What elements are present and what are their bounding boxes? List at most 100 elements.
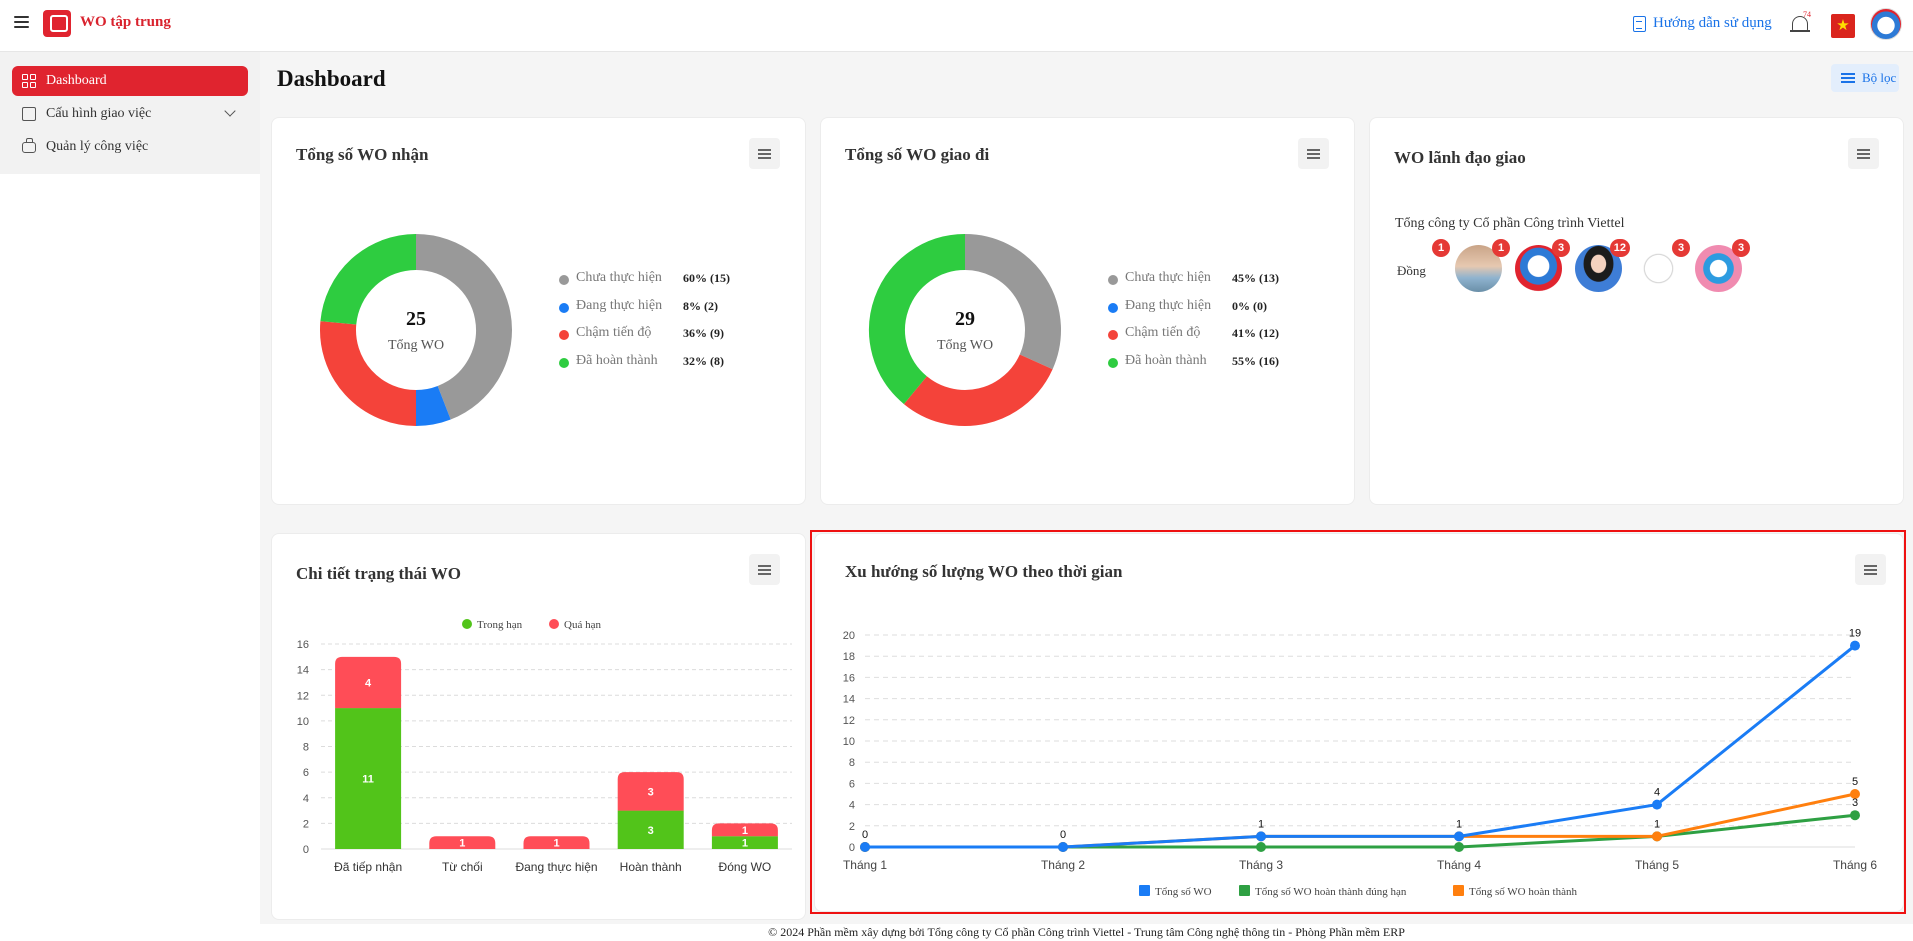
bar-segment[interactable] — [617, 810, 684, 849]
donut-total: 25 — [406, 308, 426, 330]
donut-slice[interactable] — [320, 321, 417, 426]
bar-segment[interactable] — [617, 772, 684, 811]
legend-label: Chưa thực hiện — [1125, 270, 1211, 285]
donut-slice[interactable] — [869, 234, 966, 405]
data-point[interactable] — [1652, 831, 1662, 842]
donut-total-label: Tổng WO — [937, 338, 993, 353]
vietnam-flag-icon[interactable]: ★ — [1831, 14, 1855, 38]
sidebar-item-work-management[interactable]: Quản lý công việc — [12, 132, 248, 162]
data-point[interactable] — [1850, 810, 1860, 821]
bar-data-label: 1 — [553, 838, 559, 850]
user-guide-link[interactable]: Hướng dẫn sử dụng — [1633, 15, 1772, 32]
page-title: Dashboard — [277, 66, 386, 91]
card-title: Tổng số WO giao đi — [845, 145, 990, 164]
series-data-label: 0 — [862, 829, 868, 841]
x-tick-label: Tháng 3 — [1239, 858, 1283, 872]
menu-icon[interactable] — [14, 16, 29, 28]
card-settings-button[interactable] — [749, 554, 780, 585]
series-data-label: 1 — [1654, 818, 1660, 830]
donut-slice[interactable] — [415, 385, 451, 426]
y-tick-label: 8 — [303, 742, 309, 754]
notification-bell-icon[interactable]: 74 — [1790, 10, 1811, 36]
data-point[interactable] — [1454, 842, 1464, 852]
data-point[interactable] — [1850, 640, 1860, 651]
legend-label[interactable]: Tổng số WO — [1155, 886, 1212, 898]
card-settings-button[interactable] — [1848, 138, 1879, 169]
legend-dot-icon — [559, 330, 569, 340]
legend-item[interactable]: Đã hoàn thành 32% (8) — [559, 353, 759, 373]
legend-dot-icon — [1108, 330, 1118, 340]
legend-swatch-icon — [1139, 885, 1150, 896]
data-point[interactable] — [1850, 789, 1860, 799]
donut-slice[interactable] — [415, 234, 512, 420]
data-point[interactable] — [1256, 831, 1266, 842]
data-point[interactable] — [1256, 842, 1266, 852]
leader-avatar[interactable]: 3 — [1515, 239, 1570, 292]
y-tick-label: 14 — [843, 694, 855, 706]
x-tick-label: Đang thực hiện — [515, 860, 597, 874]
legend-item[interactable]: Đã hoàn thành 55% (16) — [1108, 353, 1308, 373]
bar-segment[interactable] — [335, 708, 402, 849]
legend-item[interactable]: Đang thực hiện 8% (2) — [559, 298, 759, 318]
filter-button[interactable]: Bộ lọc — [1831, 64, 1899, 92]
legend-label[interactable]: Quá hạn — [564, 619, 601, 631]
data-point[interactable] — [1652, 799, 1662, 810]
user-guide-label: Hướng dẫn sử dụng — [1653, 15, 1772, 31]
y-tick-label: 2 — [303, 818, 309, 830]
sidebar-item-task-config[interactable]: Cấu hình giao việc — [12, 99, 248, 129]
leader-avatar[interactable]: 3 — [1695, 239, 1750, 292]
top-bar: WO tập trung Hướng dẫn sử dụng 74 ★ — [0, 0, 1913, 52]
series-data-label: 1 — [1456, 818, 1462, 830]
y-tick-label: 6 — [303, 767, 309, 779]
sidebar: Dashboard Cấu hình giao việc Quản lý côn… — [0, 52, 260, 941]
series-line[interactable] — [865, 644, 1856, 849]
series-line[interactable] — [865, 813, 1856, 849]
donut-slice[interactable] — [964, 234, 1061, 370]
legend-item[interactable]: Đang thực hiện 0% (0) — [1108, 298, 1308, 318]
bar-segment[interactable] — [335, 656, 402, 709]
legend-label[interactable]: Tổng số WO hoàn thành — [1469, 886, 1577, 898]
legend-item[interactable]: Chậm tiến độ 41% (12) — [1108, 325, 1308, 345]
status-detail-card: Chi tiết trạng thái WO 0 2 4 6 8 10 12 14 16 Tron… — [271, 533, 806, 920]
card-settings-button[interactable] — [1855, 554, 1886, 585]
bar-segment[interactable] — [711, 836, 778, 849]
received-donut-chart: 25 Tổng WO — [320, 234, 512, 426]
bar-segment[interactable] — [429, 836, 496, 849]
legend-item[interactable]: Chưa thực hiện 45% (13) — [1108, 270, 1308, 290]
legend-label: Đã hoàn thành — [1125, 352, 1207, 368]
app-logo[interactable] — [43, 10, 71, 37]
legend-dot-icon — [559, 357, 569, 368]
legend-label[interactable]: Tổng số WO hoàn thành đúng hạn — [1255, 886, 1407, 898]
y-tick-label: 16 — [843, 672, 855, 684]
leader-avatar[interactable]: 12 — [1575, 239, 1630, 292]
x-tick-label: Tháng 5 — [1635, 858, 1679, 872]
leader-avatar[interactable]: 1 — [1455, 239, 1510, 292]
leader-wo-count: 12 — [1609, 239, 1630, 257]
user-avatar[interactable] — [1870, 8, 1902, 40]
leader-avatar[interactable]: Đồng 1 — [1395, 239, 1450, 292]
y-tick-label: 14 — [297, 665, 309, 677]
y-tick-label: 10 — [843, 736, 855, 748]
filter-sliders-icon — [1857, 148, 1870, 159]
app-title[interactable]: WO tập trung — [80, 14, 171, 30]
data-point[interactable] — [1058, 842, 1068, 852]
legend-value: 60% (15) — [683, 271, 730, 285]
card-settings-button[interactable] — [1298, 138, 1329, 169]
data-point[interactable] — [1454, 831, 1464, 842]
series-data-label: 5 — [1852, 776, 1858, 788]
sidebar-item-dashboard[interactable]: Dashboard — [12, 66, 248, 96]
legend-item[interactable]: Chưa thực hiện 60% (15) — [559, 270, 759, 290]
bar-segment[interactable] — [523, 836, 590, 849]
card-settings-button[interactable] — [749, 138, 780, 169]
series-line[interactable] — [865, 792, 1856, 849]
bar-segment[interactable] — [711, 823, 778, 837]
legend-value: 55% (16) — [1232, 353, 1279, 368]
filter-sliders-icon — [758, 148, 771, 159]
legend-label[interactable]: Trong hạn — [477, 619, 523, 631]
donut-slice[interactable] — [903, 353, 1053, 426]
leader-avatar[interactable]: 3 — [1635, 239, 1690, 292]
legend-item[interactable]: Chậm tiến độ 36% (9) — [559, 325, 759, 345]
chevron-down-icon[interactable] — [224, 105, 236, 117]
data-point[interactable] — [860, 842, 870, 852]
donut-slice[interactable] — [320, 234, 417, 326]
